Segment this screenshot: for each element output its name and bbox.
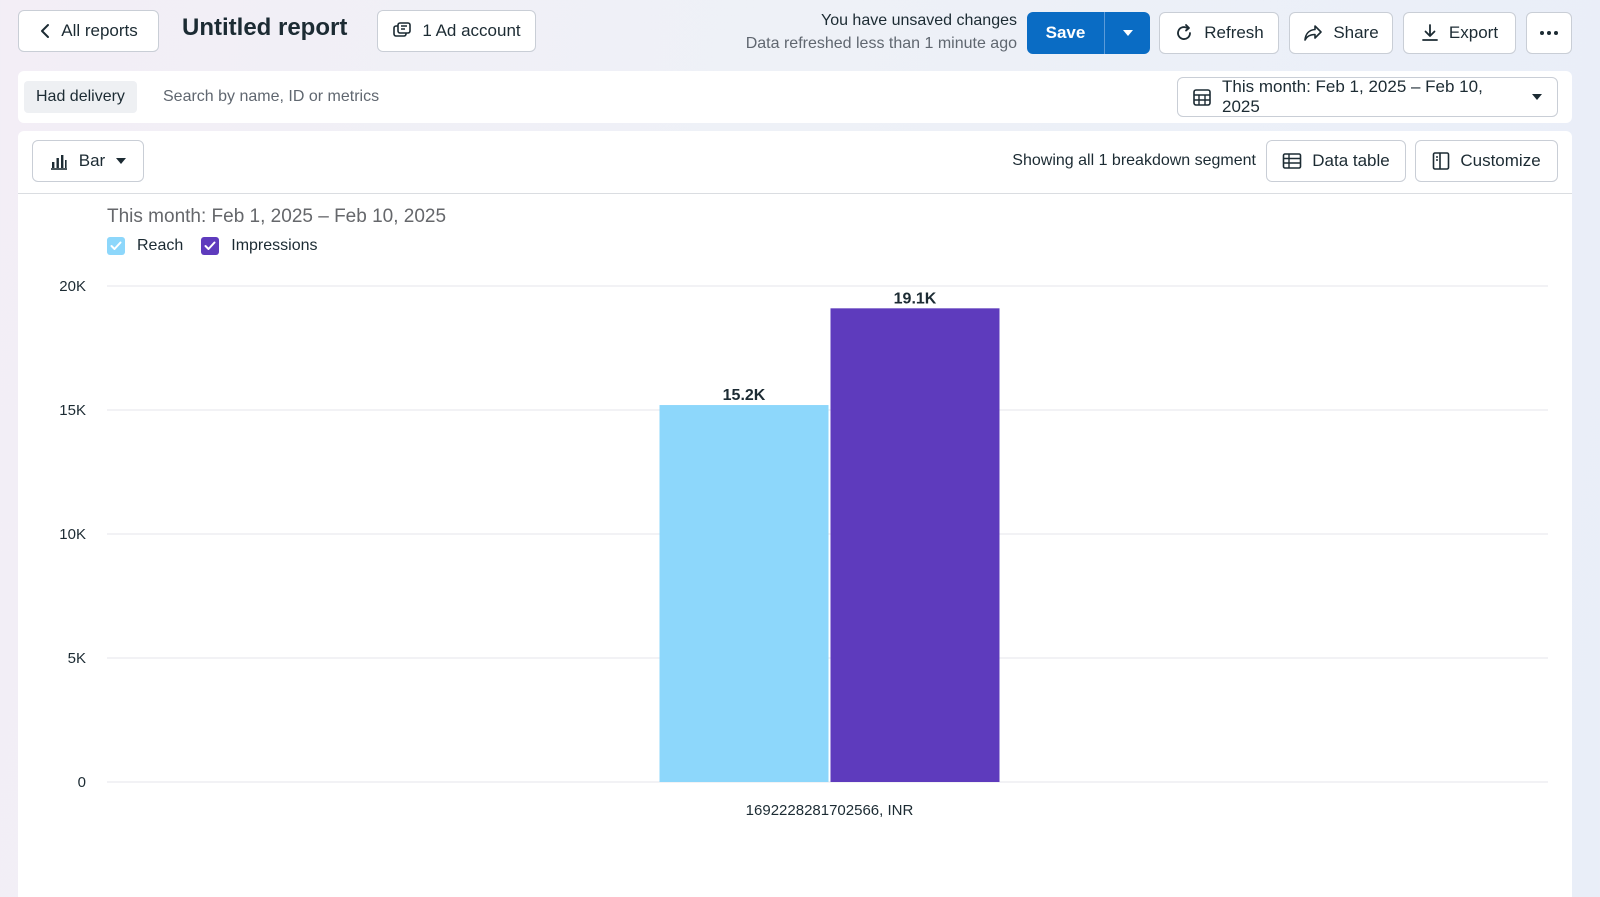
data-label: 15.2K — [723, 387, 766, 404]
export-label: Export — [1448, 23, 1499, 42]
data-table-button[interactable]: Data table — [1266, 140, 1406, 182]
date-range-picker[interactable]: This month: Feb 1, 2025 – Feb 10, 2025 — [1177, 77, 1558, 117]
export-button[interactable]: Export — [1403, 12, 1516, 54]
refresh-icon — [1177, 24, 1192, 40]
date-range-label: This month: Feb 1, 2025 – Feb 10, 2025 — [1222, 77, 1483, 116]
chart-toolbar: Bar Showing all 1 breakdown segment Data… — [18, 131, 1572, 194]
legend-label-impressions: Impressions — [231, 237, 318, 254]
calendar-icon — [1193, 89, 1211, 106]
ad-account-label: 1 Ad account — [422, 21, 521, 40]
y-tick-label: 0 — [78, 774, 86, 791]
share-button[interactable]: Share — [1289, 12, 1393, 54]
save-options-button[interactable] — [1104, 12, 1150, 54]
page-title: Untitled report — [182, 14, 348, 41]
refresh-button[interactable]: Refresh — [1159, 12, 1279, 54]
save-button[interactable]: Save — [1027, 12, 1104, 54]
table-icon — [1282, 153, 1302, 169]
download-icon — [1422, 24, 1438, 41]
customize-panel-icon — [1433, 152, 1450, 170]
chart-panel: Bar Showing all 1 breakdown segment Data… — [18, 131, 1572, 897]
bar-chart-icon — [50, 155, 67, 170]
data-label: 19.1K — [894, 290, 937, 307]
share-label: Share — [1333, 23, 1379, 42]
save-button-group: Save — [1027, 12, 1150, 54]
data-refreshed-text: Data refreshed less than 1 minute ago — [745, 35, 1017, 52]
legend-item-reach[interactable]: Reach — [107, 237, 183, 255]
caret-down-icon — [116, 158, 127, 164]
y-tick-label: 15K — [59, 402, 86, 419]
ad-account-icon — [393, 22, 412, 37]
customize-button[interactable]: Customize — [1415, 140, 1558, 182]
filter-bar: Had delivery This month: Feb 1, 2025 – F… — [18, 71, 1572, 123]
ad-account-button[interactable]: 1 Ad account — [377, 10, 536, 52]
breakdown-segment-text: Showing all 1 breakdown segment — [1012, 152, 1256, 169]
more-icon — [1540, 31, 1558, 35]
impressions-checkbox-icon[interactable] — [201, 237, 220, 255]
all-reports-button[interactable]: All reports — [18, 10, 159, 52]
bar-chart: 0 5K 10K 15K 20K 15.2K 19.1K 1692228281702566, … — [59, 278, 1548, 819]
search-input[interactable] — [163, 82, 963, 112]
y-tick-label: 5K — [68, 650, 86, 667]
customize-label: Customize — [1460, 151, 1541, 170]
legend-label-reach: Reach — [137, 237, 184, 254]
all-reports-label: All reports — [61, 21, 138, 40]
chart-legend: Reach Impressions — [107, 237, 318, 255]
bar-reach — [659, 405, 829, 782]
data-table-label: Data table — [1312, 151, 1390, 170]
y-tick-label: 20K — [59, 278, 86, 295]
y-tick-label: 10K — [59, 526, 86, 543]
chart-title: This month: Feb 1, 2025 – Feb 10, 2025 — [107, 206, 447, 227]
had-delivery-filter-chip[interactable]: Had delivery — [24, 81, 137, 113]
caret-down-icon — [1532, 94, 1542, 100]
chevron-left-icon — [41, 24, 50, 38]
more-options-button[interactable] — [1526, 12, 1572, 54]
bar-impressions — [830, 308, 1000, 782]
unsaved-changes-text: You have unsaved changes — [820, 12, 1017, 29]
reach-checkbox-icon[interactable] — [107, 237, 125, 255]
chart-type-label: Bar — [78, 151, 106, 170]
share-icon — [1304, 25, 1323, 41]
refresh-label: Refresh — [1204, 23, 1264, 42]
legend-item-impressions[interactable]: Impressions — [201, 237, 318, 255]
caret-down-icon — [1122, 30, 1133, 36]
x-category-label: 1692228281702566, INR — [746, 802, 914, 819]
chart-type-dropdown[interactable]: Bar — [32, 140, 144, 182]
